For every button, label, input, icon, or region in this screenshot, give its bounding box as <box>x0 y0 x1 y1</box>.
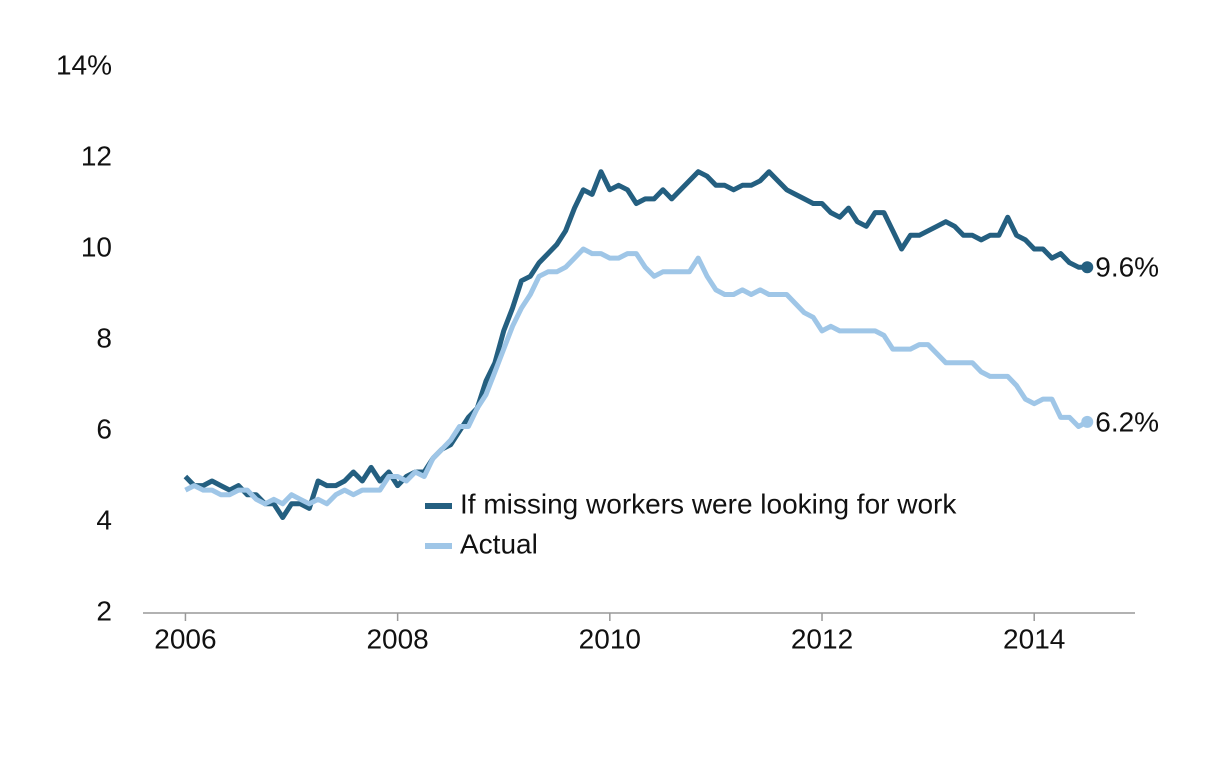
value-label: 9.6% <box>1095 252 1159 283</box>
series-line <box>183 169 1088 520</box>
x-tick-label: 2014 <box>1003 623 1065 654</box>
y-tick-label: 6 <box>96 413 112 444</box>
x-tick-label: 2008 <box>366 623 428 654</box>
x-tick-label: 2012 <box>791 623 853 654</box>
y-tick-label: 14% <box>56 49 112 80</box>
series-line <box>184 246 1089 507</box>
legend-label: If missing workers were looking for work <box>460 488 957 519</box>
x-tick-label: 2006 <box>154 623 216 654</box>
y-tick-label: 8 <box>96 322 112 353</box>
y-tick-label: 2 <box>96 595 112 626</box>
value-label: 6.2% <box>1095 406 1159 437</box>
legend-label: Actual <box>460 528 538 559</box>
end-marker <box>1081 415 1094 428</box>
x-tick-label: 2010 <box>579 623 641 654</box>
y-tick-label: 12 <box>81 140 112 171</box>
end-marker <box>1081 261 1094 274</box>
y-tick-label: 4 <box>96 504 112 535</box>
y-tick-label: 10 <box>81 231 112 262</box>
